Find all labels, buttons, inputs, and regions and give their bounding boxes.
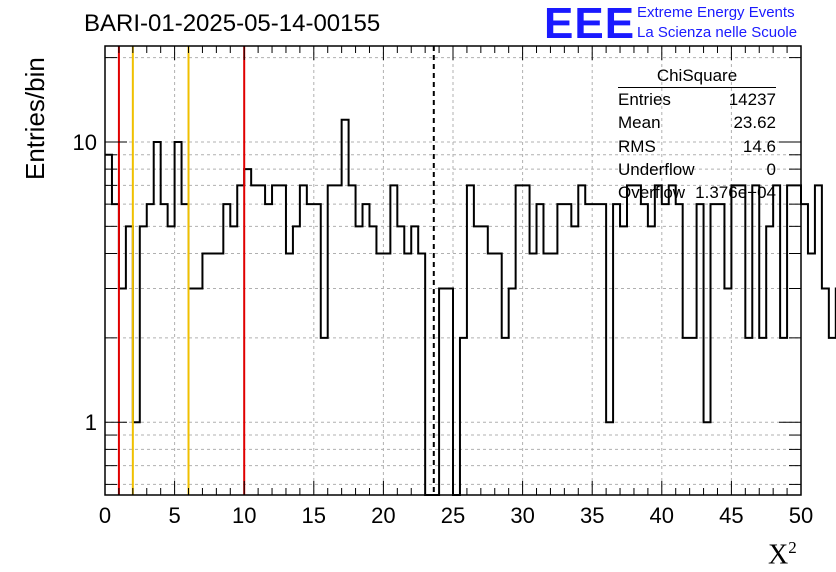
eee-logo: EEE — [544, 0, 636, 48]
stats-key: Underflow — [618, 159, 695, 179]
x-axis-label: X2 — [768, 538, 797, 571]
stats-box: ChiSquare Entries 14237 Mean 23.62 RMS 14.6… — [612, 66, 776, 206]
axis-tick-labels: 0 5 10 15 20 25 30 35 40 45 50 1 10 — [73, 130, 814, 528]
stats-value: 1.376e+04 — [695, 183, 776, 203]
x-tick-label: 45 — [719, 503, 743, 528]
stats-key: Entries — [618, 90, 671, 109]
marker-lines — [117, 46, 435, 495]
x-tick-label: 50 — [789, 503, 813, 528]
chart-title: BARI-01-2025-05-14-00155 — [84, 10, 381, 37]
histogram-outline — [105, 118, 836, 496]
x-axis-label-sup: 2 — [788, 538, 797, 557]
stats-key: RMS — [618, 136, 656, 156]
x-tick-label: 20 — [371, 503, 395, 528]
x-tick-label: 0 — [99, 503, 111, 528]
x-tick-label: 5 — [168, 503, 180, 528]
stats-value: 14.6 — [742, 136, 776, 156]
stats-key: Overflow — [618, 183, 686, 203]
y-axis-label: Entries/bin — [20, 57, 50, 180]
stats-key: Mean — [618, 113, 661, 133]
stats-title: ChiSquare — [618, 66, 776, 88]
axis-ticks — [104, 46, 802, 495]
x-tick-label: 40 — [650, 503, 674, 528]
stats-row-underflow: Underflow 0 — [612, 160, 776, 183]
stats-row-entries: Entries 14237 — [612, 90, 776, 113]
stats-value: 0 — [766, 159, 776, 179]
x-tick-label: 35 — [580, 503, 604, 528]
stats-value: 23.62 — [733, 113, 776, 133]
x-tick-label: 30 — [510, 503, 534, 528]
y-tick-label: 1 — [85, 410, 97, 435]
y-tick-label: 10 — [73, 130, 97, 155]
x-tick-label: 10 — [232, 503, 256, 528]
histogram-series — [105, 118, 836, 496]
stats-row-rms: RMS 14.6 — [612, 137, 776, 160]
stats-row-mean: Mean 23.62 — [612, 113, 776, 136]
x-tick-label: 25 — [441, 503, 465, 528]
stats-value: 14237 — [728, 90, 776, 109]
x-tick-label: 15 — [302, 503, 326, 528]
x-axis-label-base: X — [768, 539, 789, 571]
logo-line-2: La Scienza nelle Scuole — [637, 24, 798, 41]
stats-row-overflow: Overflow 1.376e+04 — [612, 183, 776, 206]
logo-line-1: Extreme Energy Events — [637, 4, 795, 21]
